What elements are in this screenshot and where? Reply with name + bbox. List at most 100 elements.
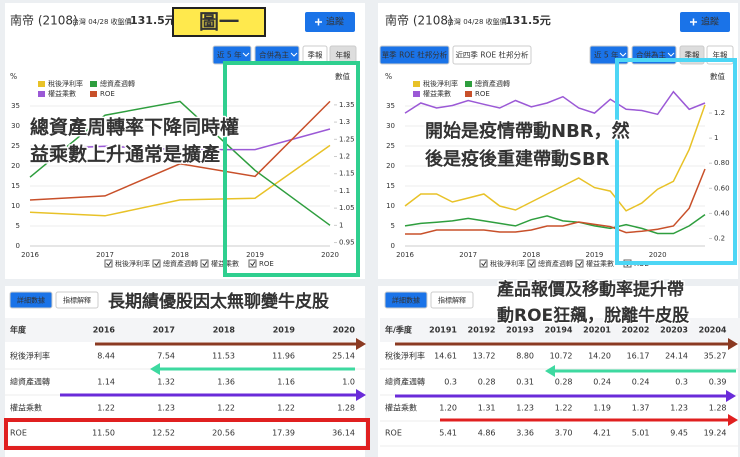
analysis-button[interactable] [452,45,532,65]
table-cell: 1.31 [478,404,496,413]
y2-tick-label: 1.3 [339,118,350,126]
table-cell: 0.28 [478,378,496,387]
table-cell: 13.72 [473,352,496,361]
table-cell: 5.41 [439,429,457,438]
table-cell: 1.22 [555,404,573,413]
stock-name: 南帝 (2108) [10,13,78,28]
tab[interactable] [9,291,53,309]
table-cell: 11.96 [272,352,295,361]
table-header-band [380,318,740,342]
column-header: 20201 [583,326,611,335]
table-cell: 1.20 [439,404,457,413]
option-label: 合併為主 [636,50,666,60]
table-cell: 1.19 [593,404,611,413]
row-label: 權益乘數 [385,403,417,413]
y2-tick-label: 0.95 [339,239,355,247]
column-header: 2017 [153,326,175,335]
y2-tick-label: 1 [714,134,718,142]
table-cell: 36.14 [332,429,355,438]
y-tick-label: 20 [11,162,20,170]
annotation: 益乘數上升通常是擴產 [30,143,220,166]
checkbox-label: ROE [259,260,274,268]
analysis-button[interactable] [379,45,450,65]
table-cell: 5.01 [632,429,650,438]
column-header: 20202 [622,326,650,335]
table-cell: 0.3 [444,378,457,387]
checkmark [481,261,487,267]
row-label: 總資產週轉 [385,377,425,387]
table-cell: 4.86 [478,429,496,438]
tab[interactable] [55,291,99,309]
arrow-head [356,338,366,350]
column-header: 年/季度 [385,325,413,335]
table-cell: 1.23 [516,404,534,413]
y-tick-label: 0 [391,242,395,250]
arrow-head [726,390,736,402]
annotation: 開始是疫情帶動NBR，然 [425,120,630,142]
stock-name: 南帝 (2108) [385,13,453,28]
price: 131.5元 [130,14,176,27]
checkbox-label: 稅後淨利率 [115,259,150,268]
legend-label: 總資產週轉 [475,79,510,88]
dropdown-caret [667,52,675,57]
series-checkbox[interactable] [527,259,536,268]
y-tick-label: 5 [391,222,395,230]
tab[interactable] [384,291,428,309]
table-cell: 3.70 [555,429,573,438]
y-tick-label: 0 [16,242,20,250]
option-label: 合併為主 [259,50,289,60]
checkmark [529,261,535,267]
tab-label: 指標解釋 [63,296,91,305]
legend-label: 稅後淨利率 [423,79,458,88]
follow-button[interactable] [680,12,730,32]
y2-axis-title: 數值 [710,71,725,81]
series-checkbox[interactable] [248,259,257,268]
column-header: 2019 [273,326,296,335]
plus-icon [315,18,322,26]
y-tick-label: 10 [11,202,20,210]
table-cell: 35.27 [704,352,727,361]
table-cell: 10.72 [550,352,573,361]
checkmark [577,261,583,267]
follow-button[interactable] [305,12,355,32]
series-line [404,213,706,235]
y2-tick-label: 1.2 [714,109,725,117]
series-line [29,144,331,217]
legend-swatch [38,81,45,87]
checkbox-label: 權益乘數 [586,259,614,268]
table-cell: 1.22 [217,404,235,413]
column-header: 2018 [213,326,236,335]
table-cell: 3.36 [516,429,534,438]
y2-tick-label: 1.25 [339,135,355,143]
legend-label: ROE [475,90,490,98]
legend-swatch [413,81,420,87]
analysis-label: 單季 ROE 杜邦分析 [382,50,448,60]
series-checkbox[interactable] [575,259,584,268]
column-header: 年度 [10,325,27,335]
table-cell: 1.32 [157,378,175,387]
series-checkbox[interactable] [200,259,209,268]
column-header: 2016 [93,326,116,335]
table-cell: 12.52 [152,429,175,438]
figure-label: 圖一 [199,10,239,34]
y-tick-label: 5 [16,222,20,230]
legend-swatch [465,81,472,87]
series-line [405,168,706,235]
column-header: 2020 [333,326,356,335]
row-label: ROE [385,429,402,438]
series-checkbox[interactable] [152,259,161,268]
y2-tick-label: 1.1 [339,187,350,195]
annotation: 產品報價及移動率提升帶 [497,279,684,300]
y2-tick-label: 0.2 [714,234,725,242]
table-cell: 1.37 [632,404,650,413]
y-tick-label: 35 [386,102,395,110]
series-checkbox[interactable] [479,259,488,268]
figure-label-box [172,7,266,37]
checkmark [250,261,256,267]
table-cell: 14.61 [434,352,457,361]
row-label: 稅後淨利率 [385,351,425,361]
table-cell: 8.44 [97,352,115,361]
table-cell: 1.22 [97,404,115,413]
series-checkbox[interactable] [104,259,113,268]
tab[interactable] [430,291,474,309]
